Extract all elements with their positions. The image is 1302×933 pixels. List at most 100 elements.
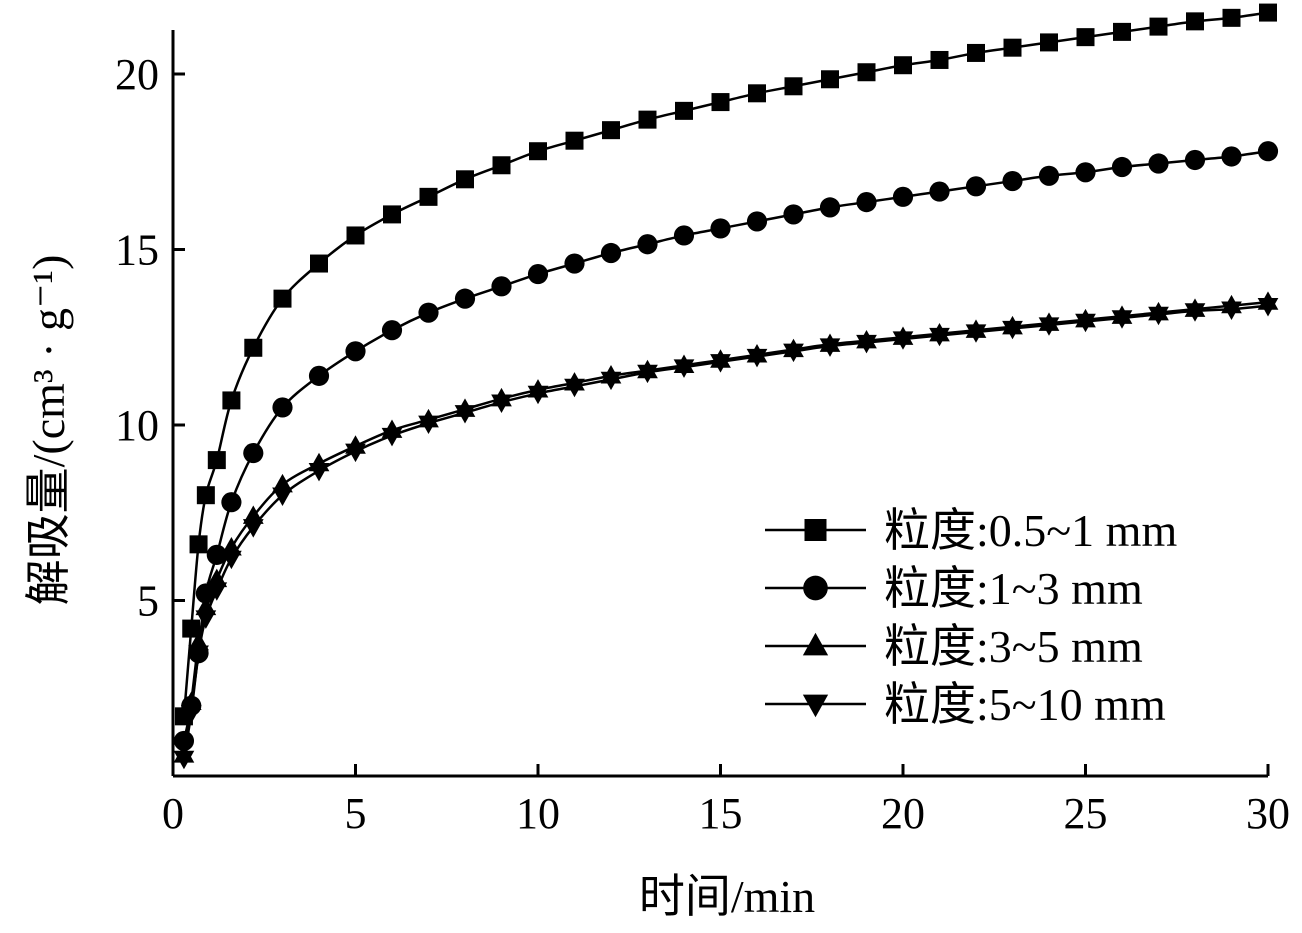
data-point — [746, 348, 768, 368]
data-point — [529, 142, 547, 161]
data-point — [637, 234, 658, 255]
data-point — [272, 487, 293, 506]
data-point — [819, 338, 841, 357]
data-point — [1038, 165, 1060, 186]
data-point — [600, 371, 622, 391]
data-point — [383, 205, 401, 224]
data-point — [1186, 12, 1204, 31]
series-1 — [174, 3, 1277, 726]
legend-item: 粒度:5~10 mm — [765, 679, 1166, 730]
legend-marker — [802, 694, 829, 718]
data-point — [1111, 310, 1133, 329]
data-point — [221, 550, 242, 570]
data-point — [272, 397, 293, 418]
data-point — [491, 394, 512, 413]
legend-marker — [803, 575, 828, 601]
legend-item: 粒度:3~5 mm — [765, 621, 1143, 672]
data-point — [308, 462, 330, 482]
data-point — [346, 226, 365, 245]
data-point — [638, 110, 657, 129]
x-tick-label: 20 — [881, 789, 925, 838]
data-point — [892, 186, 914, 207]
data-point — [221, 492, 242, 513]
legend-label: 粒度:5~10 mm — [884, 679, 1166, 730]
data-point — [673, 359, 695, 378]
data-point — [1075, 313, 1096, 333]
data-point — [710, 354, 731, 373]
data-point — [929, 327, 950, 347]
data-point — [711, 93, 730, 112]
x-tick-label: 15 — [699, 789, 743, 838]
data-point — [242, 519, 264, 538]
data-point — [1148, 153, 1169, 174]
data-point — [1221, 301, 1242, 320]
data-point — [1111, 156, 1133, 178]
data-point — [491, 276, 512, 297]
data-point — [222, 391, 241, 410]
data-point — [600, 242, 622, 264]
data-point — [930, 50, 949, 69]
legend-marker — [802, 632, 829, 656]
data-point — [173, 730, 195, 751]
data-point — [856, 334, 877, 354]
x-axis-title: 时间/min — [639, 871, 815, 922]
data-point — [1076, 28, 1095, 47]
data-point — [456, 170, 474, 189]
data-point — [965, 324, 987, 343]
y-tick-label: 10 — [115, 401, 159, 450]
x-tick-label: 0 — [162, 789, 184, 838]
legend-marker — [804, 519, 827, 541]
data-point — [196, 486, 215, 505]
data-point — [173, 750, 195, 770]
legend-label: 粒度:0.5~1 mm — [884, 505, 1177, 556]
data-point — [564, 253, 585, 274]
data-point — [1149, 17, 1168, 36]
data-point — [1184, 149, 1206, 171]
data-point — [182, 619, 201, 638]
data-point — [564, 378, 585, 398]
data-point — [1222, 8, 1241, 27]
data-point — [308, 365, 330, 386]
x-tick-label: 30 — [1246, 789, 1290, 838]
y-tick-label: 20 — [115, 50, 159, 99]
legend-label: 粒度:3~5 mm — [884, 621, 1143, 672]
data-point — [454, 405, 476, 424]
data-point — [929, 181, 950, 202]
data-point — [310, 254, 328, 273]
data-point — [1259, 3, 1277, 22]
x-tick-label: 5 — [345, 789, 367, 838]
data-point — [710, 218, 731, 239]
y-axis-title: 解吸量/(cm³ · g⁻¹) — [23, 255, 74, 606]
data-point — [965, 176, 987, 197]
data-point — [1257, 141, 1279, 162]
data-point — [1184, 303, 1206, 322]
data-point — [381, 320, 403, 341]
x-tick-label: 25 — [1064, 789, 1108, 838]
data-point — [1257, 298, 1279, 317]
data-point — [454, 288, 476, 309]
data-point — [819, 197, 841, 218]
data-point — [189, 535, 208, 554]
data-point — [206, 582, 228, 601]
data-point — [821, 70, 839, 89]
data-point — [602, 121, 620, 140]
data-point — [1003, 38, 1022, 57]
data-point — [1002, 320, 1023, 340]
x-tick-label: 10 — [516, 789, 560, 838]
data-point — [345, 341, 366, 362]
data-point — [527, 263, 549, 285]
y-ticks: 5 10 15 20 — [115, 50, 185, 626]
legend: 粒度:0.5~1 mm 粒度:1~3 mm 粒度:3~5 mm 粒度:5~10 mm — [765, 505, 1177, 730]
legend-item: 粒度:1~3 mm — [765, 563, 1143, 614]
data-point — [1113, 22, 1131, 41]
data-point — [419, 187, 438, 206]
data-point — [492, 156, 511, 175]
series-2 — [173, 141, 1279, 751]
data-point — [195, 610, 217, 629]
data-point — [418, 302, 439, 323]
x-ticks: 0 5 10 15 20 25 30 — [162, 764, 1290, 838]
data-point — [206, 544, 227, 565]
series-4 — [173, 298, 1279, 770]
data-point — [180, 705, 202, 724]
